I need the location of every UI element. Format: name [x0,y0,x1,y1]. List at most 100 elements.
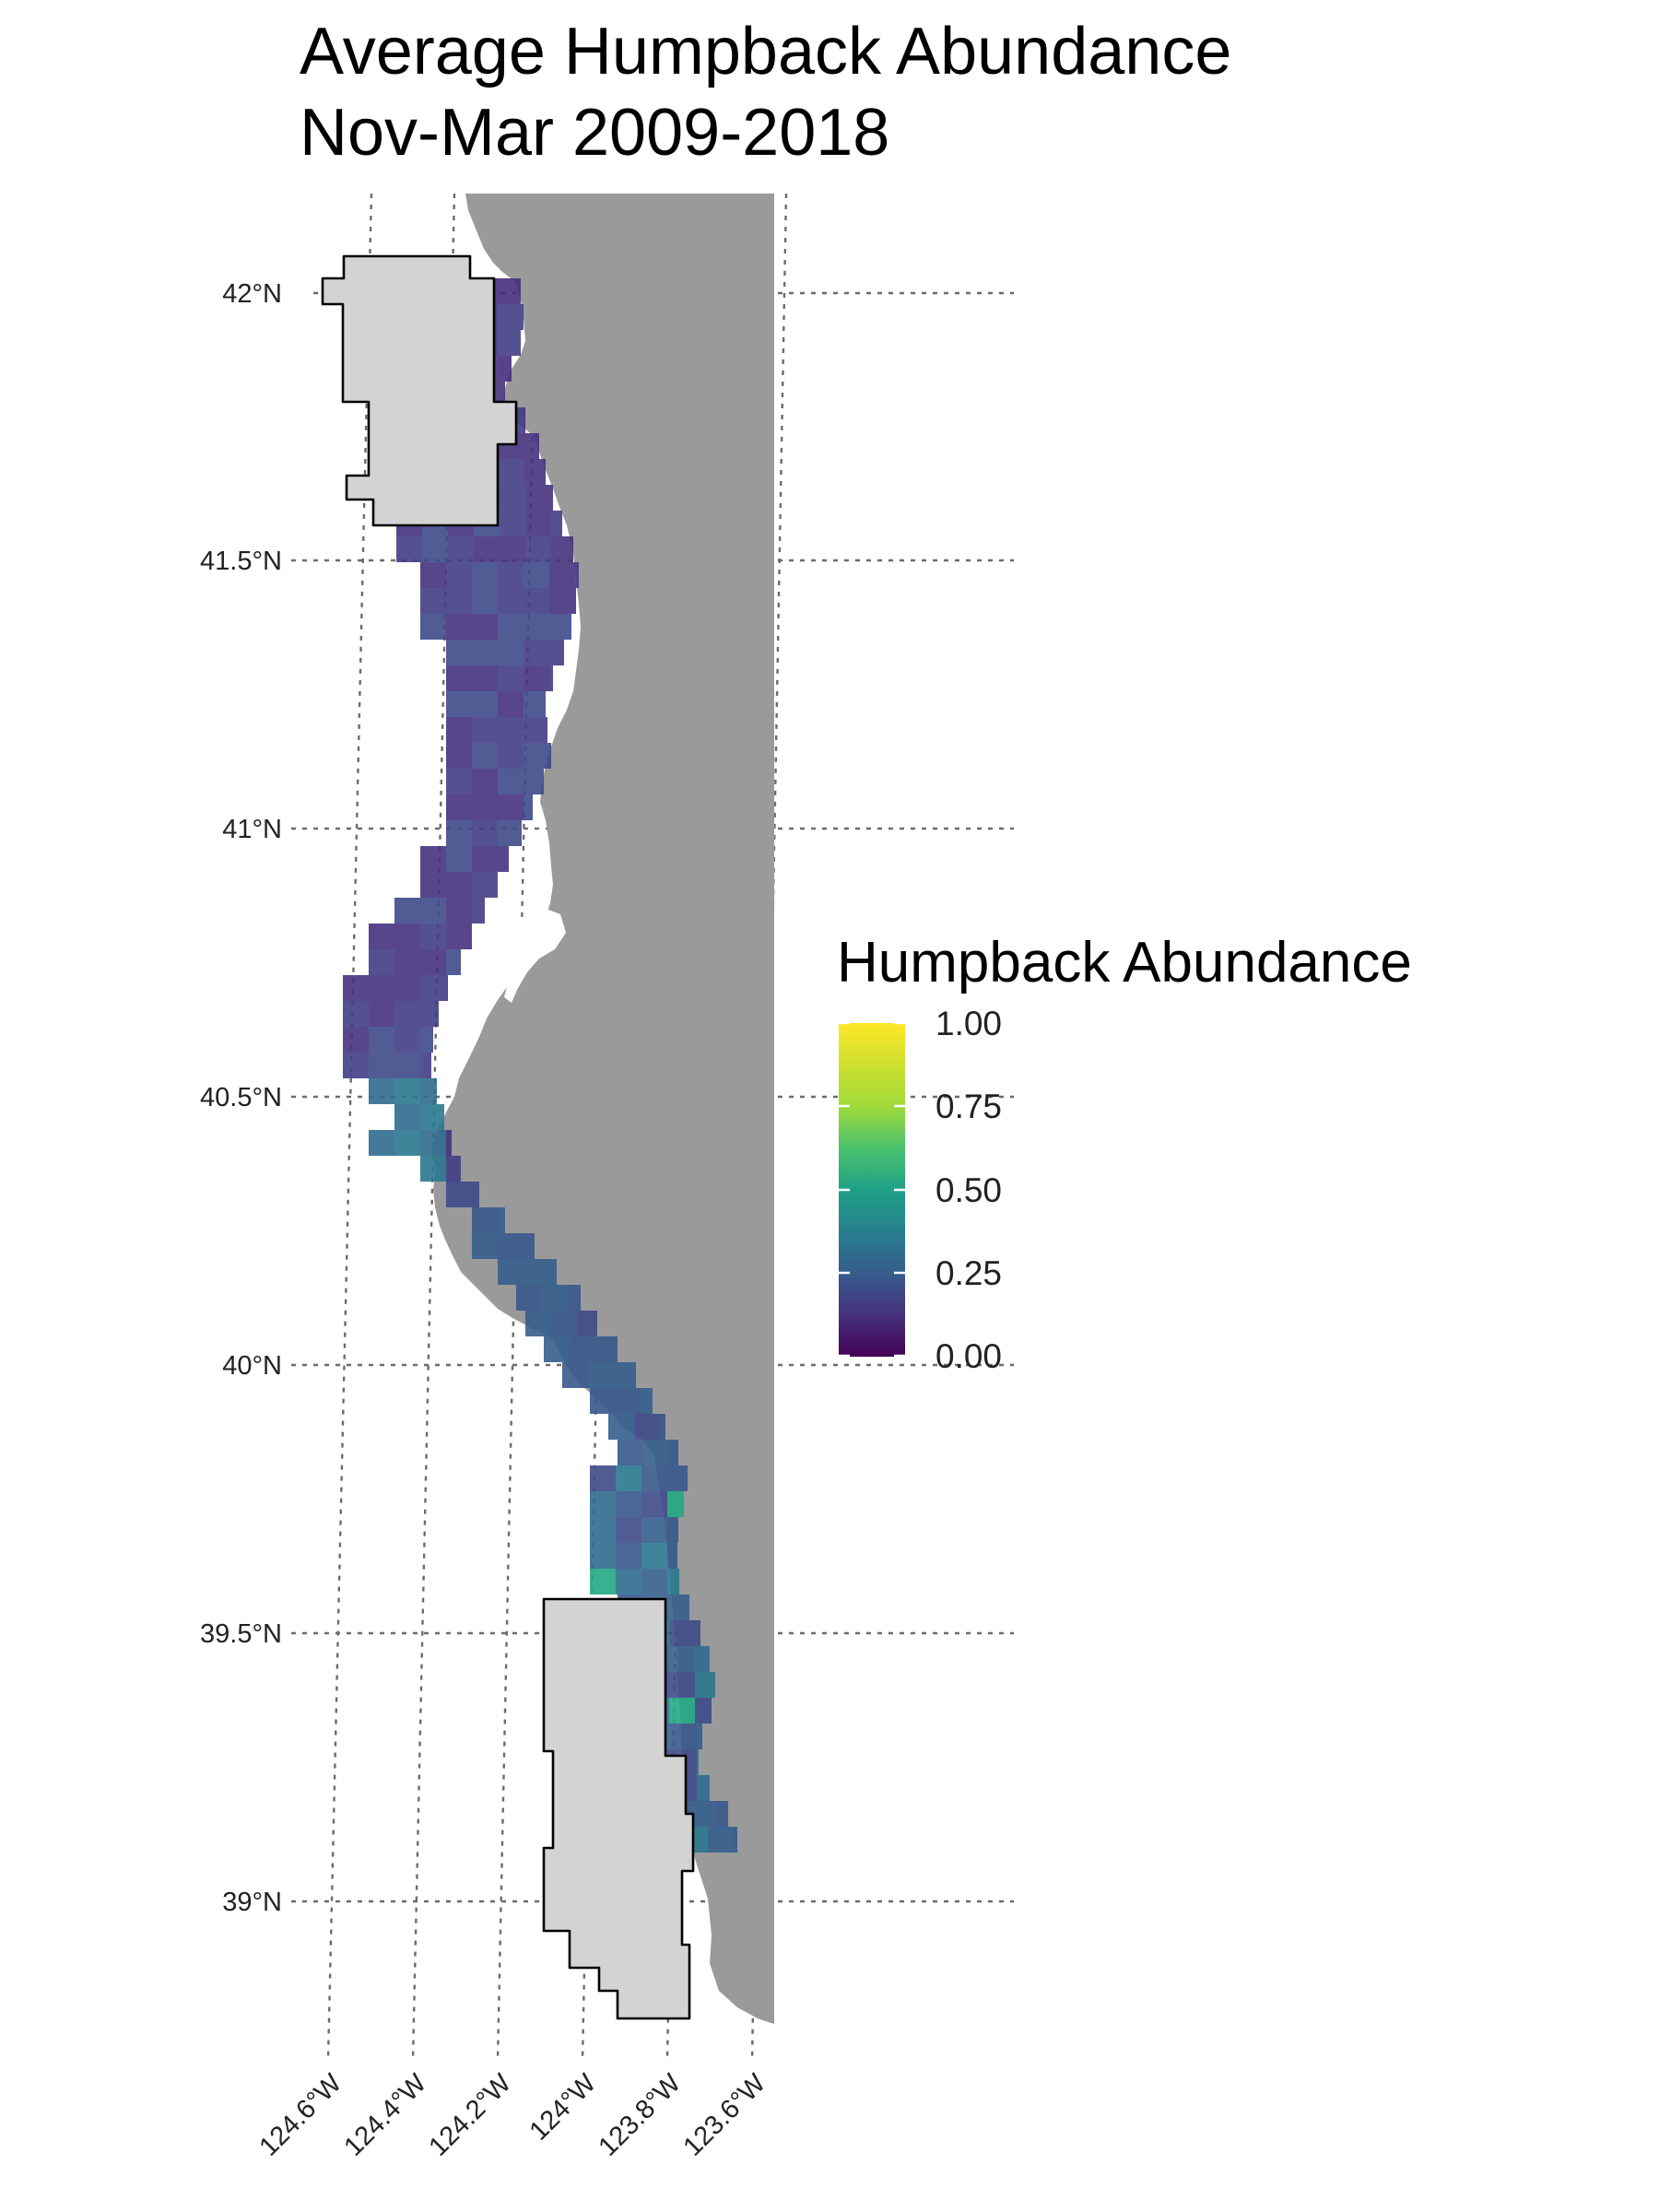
abundance-cell [524,562,549,588]
abundance-cell [446,1156,461,1182]
lat-label-41-5: 41.5°N [200,547,282,576]
abundance-cell [446,872,472,898]
abundance-cell [498,1207,505,1233]
abundance-cell [472,588,498,614]
abundance-cell [369,1130,394,1156]
lon-label-123-8: 123.8°W [593,2068,687,2162]
abundance-cell [498,330,521,356]
abundance-cell [420,1027,433,1053]
lat-label-39: 39°N [222,1888,282,1917]
abundance-cell [618,1440,643,1465]
abundance-cell [588,1362,614,1388]
abundance-cell [616,1517,641,1543]
abundance-cell [498,614,524,640]
legend-tick-1-00: 1.00 [935,1005,1002,1042]
abundance-cell [422,536,448,562]
abundance-cell [394,1130,420,1156]
abundance-cell [446,614,472,640]
abundance-cell [667,1465,688,1491]
lat-label-41: 41°N [222,815,282,844]
abundance-cell [500,536,525,562]
abundance-cell [446,949,461,975]
meridian-124-6 [326,193,373,2061]
abundance-cell [472,794,498,820]
abundance-cell [498,846,509,872]
abundance-cell [369,975,394,1001]
abundance-cell [715,1801,728,1827]
abundance-cell [343,1001,369,1027]
abundance-cell [641,1491,667,1517]
abundance-cell [669,1440,678,1465]
abundance-cell [641,1465,667,1491]
abundance-cell [616,1388,641,1414]
abundance-cell [369,1078,394,1104]
abundance-cell [549,614,571,640]
abundance-cell [695,1698,712,1724]
abundance-cell [524,588,549,614]
abundance-cell [634,1414,660,1440]
latitude-labels: 42°N 41.5°N 41°N 40.5°N 40°N 39.5°N 39°N [200,279,282,1917]
abundance-cell [394,1053,420,1078]
abundance-cell [420,975,446,1001]
abundance-cell [474,536,500,562]
abundance-cell [472,820,498,846]
abundance-cell [551,536,573,562]
abundance-cell [472,769,498,794]
abundance-cell [551,485,553,511]
abundance-cell [524,614,549,640]
abundance-cell [524,1259,549,1285]
abundance-cell [446,588,472,614]
abundance-cell [500,511,525,536]
abundance-cell [616,1543,641,1569]
abundance-cell [667,1569,679,1594]
abundance-cell [524,459,546,485]
abundance-cell [669,1672,695,1698]
abundance-cell [525,485,551,511]
abundance-cell [667,1543,677,1569]
abundance-cell [500,485,525,511]
abundance-cell [590,1569,616,1594]
abundance-cell [660,1414,665,1440]
abundance-cell [472,717,498,743]
abundance-cell [472,1233,498,1259]
abundance-cell [498,640,524,665]
abundance-cell [498,691,524,717]
abundance-cell [614,1362,636,1388]
abundance-cell [524,665,549,691]
abundance-cell [369,949,394,975]
abundance-cell [575,562,579,588]
abundance-cell [498,743,524,769]
lat-label-42: 42°N [222,279,282,309]
abundance-cell [446,1130,452,1156]
abundance-cell [641,1388,653,1414]
abundance-cell [498,588,524,614]
abundance-cell [446,846,472,872]
legend-tick-0-00: 0.00 [935,1337,1002,1375]
abundance-cell [394,975,420,1001]
abundance-cell [498,794,524,820]
lat-label-40: 40°N [222,1351,282,1381]
abundance-cell [616,1491,641,1517]
abundance-cell [420,1078,437,1104]
abundance-cell [394,1078,420,1104]
abundance-cell [669,1594,689,1620]
abundance-cell [420,1104,444,1130]
abundance-cell [446,794,472,820]
abundance-cell [394,1104,420,1130]
abundance-cell [616,1465,641,1491]
abundance-cell [551,511,562,536]
abundance-cell [369,924,394,949]
abundance-cell [549,1259,557,1285]
abundance-cell [697,1749,699,1775]
abundance-cell [420,846,446,872]
lon-label-124: 124°W [524,2068,603,2147]
lon-label-124-4: 124.4°W [338,2068,432,2162]
abundance-cell [697,1724,702,1749]
abundance-cell [570,1336,595,1362]
abundance-cell [446,820,472,846]
legend: Humpback Abundance 1.00 0.75 0.50 0.25 0… [837,931,1412,1375]
abundance-cell [420,1156,446,1182]
map-title-line-2: Nov-Mar 2009-2018 [300,96,889,170]
abundance-cell [498,278,521,304]
